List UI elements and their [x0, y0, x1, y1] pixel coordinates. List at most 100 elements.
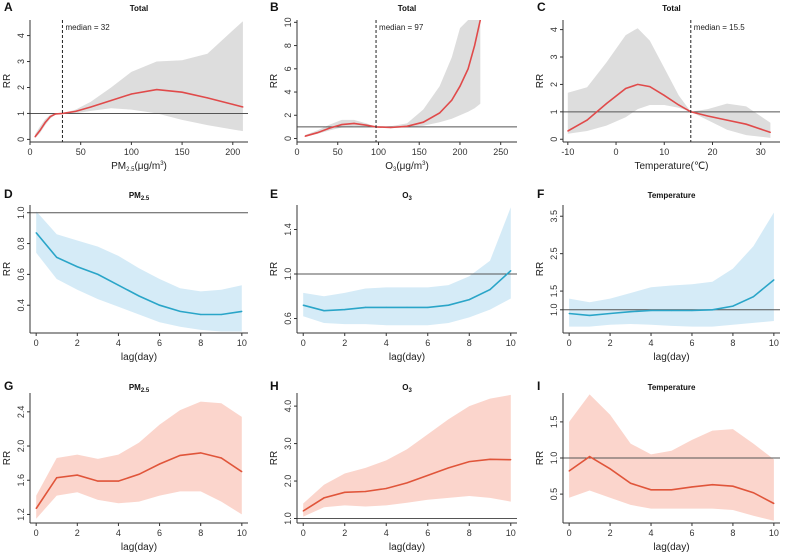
data-point	[44, 121, 46, 124]
x-tick-label: 200	[225, 147, 240, 157]
data-point	[406, 125, 408, 127]
x-tick-label: 6	[157, 338, 162, 348]
panel-c: median = 15.5-10 0 10 20 3001234RRTemperatur…	[535, 0, 780, 172]
data-point	[609, 312, 611, 315]
data-point	[625, 87, 627, 90]
x-tick-label: 2	[342, 528, 347, 538]
x-tick-label: 10	[506, 338, 516, 348]
x-label-unit: (μg/m	[396, 161, 422, 172]
data-point	[158, 304, 161, 306]
panel-e: 0 2 4 6 8 10 0.6 1.0 1.4 RR lag(day) E O3	[269, 187, 517, 363]
x-label-main: lag(day)	[389, 352, 425, 363]
data-point	[468, 460, 470, 463]
data-point	[364, 490, 367, 493]
plot-area	[297, 20, 517, 137]
data-point	[206, 97, 209, 99]
x-label-end: )	[425, 161, 428, 172]
panel-letter: I	[537, 379, 540, 393]
data-point	[438, 112, 441, 114]
plot-area	[30, 21, 248, 139]
plot-area	[297, 394, 517, 520]
x-tick-label: 150	[412, 147, 427, 157]
y-tick-label: 1.5	[549, 285, 559, 298]
x-tick-label: 4	[116, 528, 121, 538]
data-point	[241, 471, 243, 473]
x-tick-label: 6	[157, 528, 162, 538]
data-point	[39, 129, 41, 131]
data-point	[406, 306, 408, 308]
x-axis-label: PM2.5(μg/m3)	[111, 161, 167, 173]
data-point	[110, 99, 112, 102]
median-label: median = 15.5	[694, 23, 745, 32]
x-label-subscript: 2.5	[126, 167, 135, 173]
plot-area	[563, 28, 780, 138]
data-point	[474, 44, 476, 47]
y-axis-label: RR	[535, 451, 546, 465]
data-point	[568, 470, 570, 472]
data-point	[75, 110, 77, 112]
y-axis-label: RR	[269, 451, 280, 465]
data-point	[97, 480, 99, 482]
y-tick-label: 0.5	[549, 488, 559, 501]
y-tick-label: 0.6	[283, 312, 293, 325]
data-point	[385, 306, 387, 308]
data-point	[61, 112, 64, 115]
x-tick-label: 200	[452, 147, 467, 157]
data-point	[447, 467, 450, 469]
y-tick-label: 1	[549, 109, 559, 114]
y-tick-label: 8	[283, 43, 293, 48]
x-label-superscript: 3	[422, 161, 426, 167]
y-tick-label: 1.0	[283, 512, 293, 525]
x-tick-label: 50	[333, 147, 343, 157]
data-point	[302, 304, 304, 306]
data-point	[35, 507, 37, 510]
y-axis-label: RR	[2, 74, 13, 88]
x-axis-label: lag(day)	[389, 542, 425, 553]
panel-i: 0 2 4 6 8 10 0.5 1.0 1.5 RR lag(day) I Temperature	[535, 379, 780, 553]
y-axis-label: RR	[269, 74, 280, 88]
y-tick-label: 2	[283, 113, 293, 118]
data-point	[732, 305, 734, 307]
x-label-main: lag(day)	[121, 352, 157, 363]
data-point	[304, 135, 306, 137]
x-tick-label: 4	[649, 528, 654, 538]
data-point	[650, 489, 652, 491]
x-tick-label: 0	[34, 528, 39, 538]
x-tick-label: 4	[384, 338, 389, 348]
x-tick-label: 10	[769, 338, 779, 348]
data-point	[589, 314, 591, 317]
panel-letter: D	[4, 187, 13, 201]
data-point	[56, 477, 58, 479]
x-tick-label: 10	[237, 528, 247, 538]
panel-title-subscript: 2.5	[141, 388, 150, 394]
y-tick-label: 2.5	[549, 247, 559, 260]
data-point	[344, 491, 346, 493]
x-axis-label: lag(day)	[121, 352, 157, 363]
data-point	[76, 474, 78, 476]
x-tick-label: 2	[608, 528, 613, 538]
data-point	[707, 115, 709, 117]
data-point	[670, 309, 673, 312]
x-label-subscript: 3	[393, 167, 397, 173]
x-label-main: lag(day)	[389, 542, 425, 553]
x-tick-label: 4	[649, 338, 654, 348]
data-point	[427, 306, 429, 308]
x-tick-label: 0	[301, 528, 306, 538]
x-tick-label: 8	[198, 338, 203, 348]
data-point	[650, 309, 652, 312]
plot-area	[297, 207, 517, 326]
data-point	[691, 486, 693, 488]
data-point	[489, 288, 491, 291]
panel-a: median = 32 0 50 100 150 200 0 1 2 3 4 RR PM2.5(μg/m…	[2, 0, 248, 173]
y-tick-label: 3	[549, 55, 559, 60]
median-label: median = 32	[65, 23, 110, 32]
panel-letter: B	[270, 0, 279, 14]
y-tick-label: 4.0	[283, 400, 293, 413]
data-point	[220, 313, 222, 316]
data-point	[422, 121, 424, 123]
data-point	[35, 232, 37, 234]
y-tick-label: 0	[16, 137, 26, 142]
data-point	[459, 85, 461, 87]
plot-area	[30, 211, 248, 332]
